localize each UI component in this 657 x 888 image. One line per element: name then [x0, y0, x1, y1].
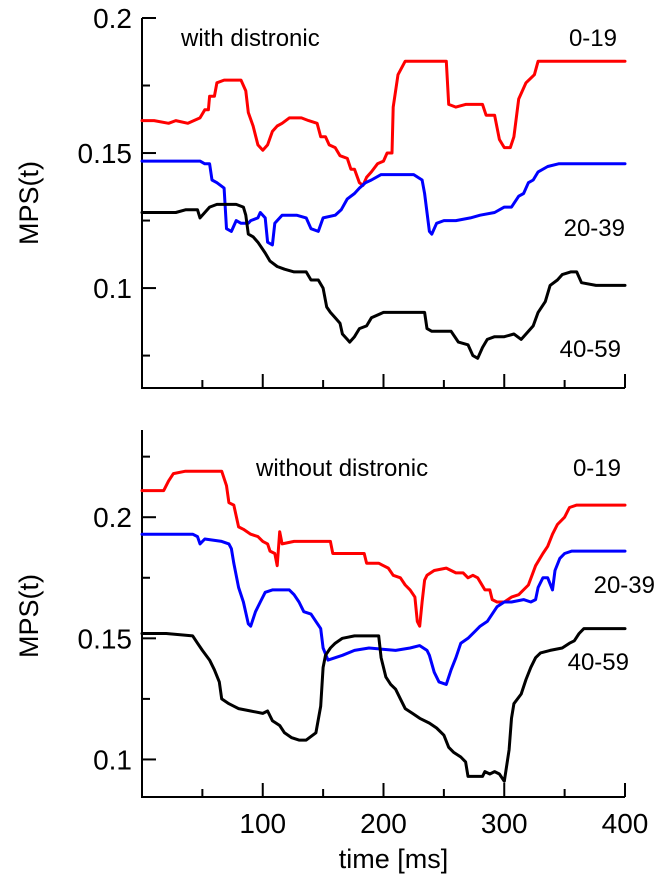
series-line-40-59	[140, 202, 627, 360]
series-label: 40-59	[568, 649, 629, 676]
y-axis-label: MPS(t)	[14, 574, 44, 658]
x-tick-label: 100	[239, 808, 286, 839]
chart-panel-with-distronic: 0.1 0.15 0.2 MPS(t) with distronic 0-19 20-39 4…	[14, 3, 627, 389]
series-line-20-39	[140, 532, 627, 686]
y-tick-label: 0.1	[93, 273, 132, 304]
panel-annotation: without distronic	[255, 455, 428, 482]
series-label: 0-19	[573, 455, 621, 482]
axis-frame	[141, 18, 625, 389]
y-tick-label: 0.15	[78, 623, 133, 654]
y-axis-label: MPS(t)	[14, 161, 44, 245]
series-label: 20-39	[564, 215, 625, 242]
y-tick-label: 0.15	[78, 138, 133, 169]
chart-panel-without-distronic: 100 200 300 400 0.1 0.15 0.2 MPS(t) time [ms] wit…	[14, 430, 655, 874]
axis-frame	[141, 430, 625, 798]
y-tick-label: 0.2	[93, 502, 132, 533]
series-label: 20-39	[594, 572, 655, 599]
series-line-40-59	[140, 627, 627, 783]
series-line-0-19	[140, 469, 627, 628]
y-tick-label: 0.1	[93, 744, 132, 775]
panel-annotation: with distronic	[180, 25, 320, 52]
series-line-20-39	[140, 159, 627, 247]
series-label: 0-19	[569, 25, 617, 52]
x-tick-label: 400	[602, 808, 649, 839]
series-label: 40-59	[560, 336, 621, 363]
x-axis-label: time [ms]	[339, 844, 449, 874]
x-tick-label: 300	[481, 808, 528, 839]
series-line-0-19	[140, 59, 627, 187]
x-tick-label: 200	[360, 808, 407, 839]
y-tick-label: 0.2	[93, 3, 132, 34]
